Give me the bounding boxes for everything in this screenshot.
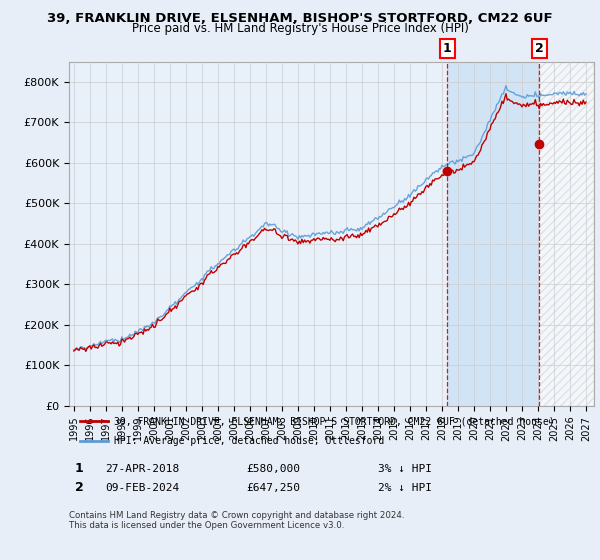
Bar	[539, 62, 594, 406]
Text: 39, FRANKLIN DRIVE, ELSENHAM, BISHOP'S STORTFORD, CM22 6UF: 39, FRANKLIN DRIVE, ELSENHAM, BISHOP'S S…	[47, 12, 553, 25]
Text: HPI: Average price, detached house, Uttlesford: HPI: Average price, detached house, Uttl…	[113, 436, 384, 446]
Text: £580,000: £580,000	[246, 464, 300, 474]
Text: 3% ↓ HPI: 3% ↓ HPI	[378, 464, 432, 474]
Text: 2: 2	[74, 481, 83, 494]
Text: 1: 1	[74, 461, 83, 475]
Text: Price paid vs. HM Land Registry's House Price Index (HPI): Price paid vs. HM Land Registry's House …	[131, 22, 469, 35]
Text: 1: 1	[443, 41, 452, 55]
Text: 2% ↓ HPI: 2% ↓ HPI	[378, 483, 432, 493]
Text: £647,250: £647,250	[246, 483, 300, 493]
Text: 09-FEB-2024: 09-FEB-2024	[105, 483, 179, 493]
Text: Contains HM Land Registry data © Crown copyright and database right 2024.
This d: Contains HM Land Registry data © Crown c…	[69, 511, 404, 530]
Bar	[447, 62, 539, 406]
Text: 39, FRANKLIN DRIVE, ELSENHAM, BISHOP'S STORTFORD, CM22 6UF (detached house): 39, FRANKLIN DRIVE, ELSENHAM, BISHOP'S S…	[113, 417, 554, 426]
Text: 27-APR-2018: 27-APR-2018	[105, 464, 179, 474]
Text: 2: 2	[535, 41, 544, 55]
